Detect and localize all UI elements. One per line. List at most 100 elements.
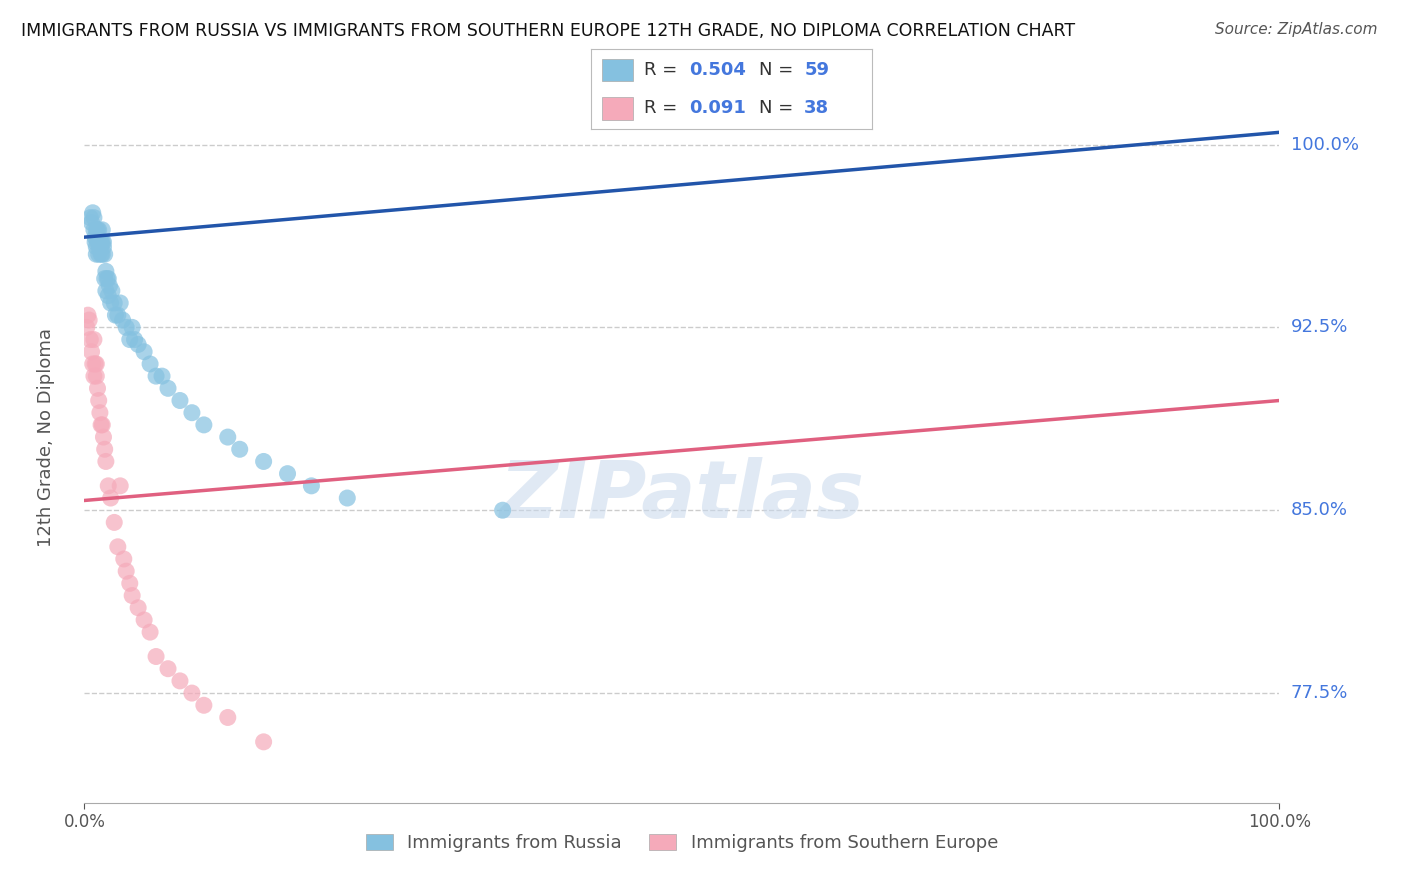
Bar xyxy=(602,97,633,120)
Point xyxy=(84,230,107,244)
Point xyxy=(86,223,108,237)
Point xyxy=(94,264,117,278)
Point xyxy=(82,206,104,220)
Point xyxy=(139,625,162,640)
Point xyxy=(83,211,105,225)
Text: Source: ZipAtlas.com: Source: ZipAtlas.com xyxy=(1215,22,1378,37)
Point xyxy=(127,600,149,615)
Text: IMMIGRANTS FROM RUSSIA VS IMMIGRANTS FROM SOUTHERN EUROPE 12TH GRADE, NO DIPLOMA: IMMIGRANTS FROM RUSSIA VS IMMIGRANTS FRO… xyxy=(21,22,1076,40)
Point xyxy=(150,369,173,384)
Point xyxy=(90,247,112,261)
Point xyxy=(86,357,108,371)
Point xyxy=(86,247,108,261)
Point xyxy=(112,552,135,566)
Point xyxy=(77,313,100,327)
Point xyxy=(79,333,101,347)
Point xyxy=(181,686,204,700)
Point xyxy=(277,467,299,481)
Point xyxy=(89,240,111,254)
Point xyxy=(87,235,110,249)
Text: N =: N = xyxy=(759,61,799,78)
Point xyxy=(76,320,98,334)
Point xyxy=(89,235,111,249)
Point xyxy=(145,369,167,384)
Point xyxy=(145,649,167,664)
Point xyxy=(110,296,132,310)
Text: 85.0%: 85.0% xyxy=(1291,501,1347,519)
Bar xyxy=(602,59,633,81)
Point xyxy=(103,516,125,530)
Point xyxy=(132,344,156,359)
Point xyxy=(83,223,105,237)
Text: 100.0%: 100.0% xyxy=(1291,136,1358,153)
Point xyxy=(217,710,239,724)
Point xyxy=(181,406,204,420)
Point xyxy=(87,247,110,261)
Point xyxy=(169,393,191,408)
Point xyxy=(107,540,129,554)
Point xyxy=(100,296,122,310)
Point xyxy=(93,430,115,444)
Point xyxy=(86,223,108,237)
Point xyxy=(111,313,134,327)
Point xyxy=(336,491,359,505)
Point xyxy=(86,369,108,384)
Text: R =: R = xyxy=(644,61,683,78)
Point xyxy=(93,247,115,261)
Point xyxy=(193,417,215,432)
Point xyxy=(87,223,110,237)
Point xyxy=(97,479,120,493)
Text: 59: 59 xyxy=(804,61,830,78)
Text: N =: N = xyxy=(759,100,799,118)
Point xyxy=(110,479,132,493)
Point xyxy=(132,613,156,627)
Point xyxy=(169,673,191,688)
Point xyxy=(93,235,115,249)
Point xyxy=(87,393,110,408)
Point xyxy=(93,240,115,254)
Point xyxy=(93,271,115,285)
Point xyxy=(107,308,129,322)
Point xyxy=(100,491,122,505)
Point xyxy=(124,333,146,347)
Text: 12th Grade, No Diploma: 12th Grade, No Diploma xyxy=(37,327,55,547)
Point xyxy=(97,288,120,302)
Point xyxy=(77,308,100,322)
Point xyxy=(217,430,239,444)
Point xyxy=(98,279,121,293)
Point xyxy=(492,503,515,517)
Point xyxy=(94,454,117,468)
Point xyxy=(91,247,114,261)
Point xyxy=(253,735,276,749)
Point xyxy=(90,417,112,432)
Point xyxy=(80,215,103,229)
Text: 0.091: 0.091 xyxy=(689,100,745,118)
Point xyxy=(103,296,125,310)
Text: ZIPatlas: ZIPatlas xyxy=(499,457,865,534)
Point xyxy=(253,454,276,468)
Point xyxy=(93,442,115,457)
Point xyxy=(97,271,120,285)
Point xyxy=(301,479,323,493)
Point xyxy=(83,333,105,347)
Point xyxy=(127,337,149,351)
Point xyxy=(89,406,111,420)
Text: 38: 38 xyxy=(804,100,830,118)
Point xyxy=(229,442,252,457)
Point xyxy=(157,381,180,395)
Point xyxy=(91,417,114,432)
Text: 77.5%: 77.5% xyxy=(1291,684,1348,702)
Point xyxy=(115,564,138,578)
Point xyxy=(101,284,124,298)
Text: 92.5%: 92.5% xyxy=(1291,318,1348,336)
Point xyxy=(82,357,104,371)
Point xyxy=(121,320,143,334)
Point xyxy=(80,344,103,359)
Point xyxy=(118,333,141,347)
Point xyxy=(91,235,114,249)
Point xyxy=(157,662,180,676)
Point xyxy=(94,284,117,298)
Point xyxy=(96,271,118,285)
Point xyxy=(115,320,138,334)
Point xyxy=(84,357,107,371)
